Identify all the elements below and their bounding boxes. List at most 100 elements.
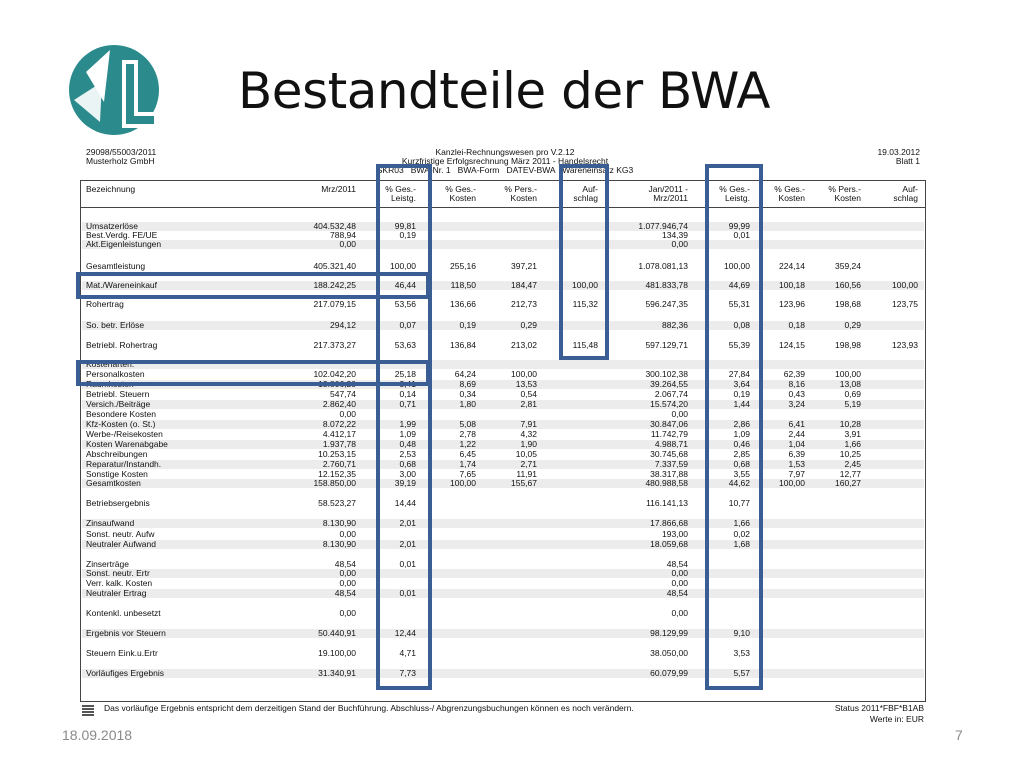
highlight-box [705, 164, 763, 690]
cell-value: 55,39 [728, 340, 750, 350]
cell-value: 13,08 [839, 379, 861, 389]
cell-value: 5,08 [459, 419, 476, 429]
doc-header-left: Musterholz GmbH [86, 156, 155, 166]
cell-value: 1,99 [399, 419, 416, 429]
row-label: Sonst. neutr. Aufw [86, 529, 155, 539]
column-header: schlag [573, 193, 598, 203]
slide-date: 18.09.2018 [62, 727, 133, 743]
row-label: Personalkosten [86, 369, 145, 379]
cell-value: 155,67 [511, 478, 537, 488]
cell-value: 0,43 [788, 389, 805, 399]
header-rule [80, 207, 926, 208]
cell-value: 1,80 [459, 399, 476, 409]
cell-value: 2,85 [733, 449, 750, 459]
cell-value: 48,54 [666, 559, 688, 569]
cell-value: 18.059,68 [650, 539, 688, 549]
cell-value: 55,31 [728, 299, 750, 309]
cell-value: 100,00 [450, 478, 476, 488]
cell-value: 31.340,91 [318, 668, 356, 678]
cell-value: 48,54 [334, 588, 356, 598]
cell-value: 58.523,27 [318, 498, 356, 508]
cell-value: 27,84 [728, 369, 750, 379]
cell-value: 17.866,68 [650, 518, 688, 528]
row-stripe [82, 589, 924, 598]
cell-value: 12,77 [839, 469, 861, 479]
row-label: Gesamtleistung [86, 261, 146, 271]
cell-value: 160,56 [835, 280, 861, 290]
cell-value: 213,02 [511, 340, 537, 350]
cell-value: 12.152,35 [318, 469, 356, 479]
cell-value: 100,18 [779, 280, 805, 290]
cell-value: 0,01 [399, 588, 416, 598]
cell-value: 0,29 [520, 320, 537, 330]
cell-value: 0,68 [399, 459, 416, 469]
cell-value: 3,55 [733, 469, 750, 479]
cell-value: 160,27 [835, 478, 861, 488]
row-label: Ergebnis vor Steuern [86, 628, 166, 638]
status: Status 2011*FBF*B1AB [834, 703, 924, 713]
cell-value: 100,00 [390, 261, 416, 271]
row-label: Kfz-Kosten (o. St.) [86, 419, 156, 429]
highlight-box [559, 164, 609, 360]
footer-note: Das vorläufige Ergebnis entspricht dem d… [104, 703, 634, 713]
cell-value: 124,15 [779, 340, 805, 350]
cell-value: 98.129,99 [650, 628, 688, 638]
cell-value: 0,46 [733, 439, 750, 449]
row-label: Neutraler Aufwand [86, 539, 156, 549]
column-header: % Ges.- [719, 184, 750, 194]
column-header: Bezeichnung [86, 184, 136, 194]
column-header: Kosten [778, 193, 805, 203]
cell-value: 9,10 [733, 628, 750, 638]
row-label: Reparatur/Instandh. [86, 459, 162, 469]
cell-value: 1,22 [459, 439, 476, 449]
cell-value: 15.574,20 [650, 399, 688, 409]
cell-value: 481.833,78 [645, 280, 688, 290]
cell-value: 0,29 [844, 320, 861, 330]
cell-value: 3,00 [399, 469, 416, 479]
cell-value: 184,47 [511, 280, 537, 290]
cell-value: 224,14 [779, 261, 805, 271]
cell-value: 8.130,90 [322, 518, 356, 528]
row-label: Betriebsergebnis [86, 498, 150, 508]
cell-value: 0,07 [399, 320, 416, 330]
cell-value: 158.850,00 [313, 478, 356, 488]
cell-value: 2,78 [459, 429, 476, 439]
row-label: Betriebl. Steuern [86, 389, 150, 399]
row-label: Umsatzerlöse [86, 221, 138, 231]
slide-title: Bestandteile der BWA [238, 62, 770, 120]
cell-value: 100,00 [724, 261, 750, 271]
cell-value: 123,96 [779, 299, 805, 309]
cell-value: 2,45 [844, 459, 861, 469]
cell-value: 198,98 [835, 340, 861, 350]
row-label: Zinsaufwand [86, 518, 135, 528]
cell-value: 4,71 [399, 648, 416, 658]
cell-value: 397,21 [511, 261, 537, 271]
cell-value: 2.862,40 [322, 399, 356, 409]
cell-value: 0,00 [339, 239, 356, 249]
cell-value: 7.337,59 [654, 459, 688, 469]
cell-value: 1.937,78 [322, 439, 356, 449]
row-stripe [82, 479, 924, 488]
cell-value: 116.141,13 [646, 498, 688, 508]
cell-value: 1,74 [459, 459, 476, 469]
cell-value: 0,34 [459, 389, 476, 399]
doc-header-center: Kanzlei-Rechnungswesen pro V.2.12 [435, 147, 575, 157]
row-label: Sonstige Kosten [86, 469, 148, 479]
row-label: Sonst. neutr. Ertr [86, 568, 150, 578]
cell-value: 100,00 [572, 280, 598, 290]
cell-value: 38.317,88 [650, 469, 688, 479]
doc-header-right: 19.03.2012 [877, 147, 920, 157]
row-stripe [82, 629, 924, 638]
row-label: Mat./Wareneinkauf [86, 280, 158, 290]
column-header: schlag [893, 193, 918, 203]
column-header: Kosten [510, 193, 537, 203]
cell-value: 0,02 [733, 529, 750, 539]
cell-value: 10.253,15 [318, 449, 356, 459]
cell-value: 30.745,68 [650, 449, 688, 459]
cell-value: 0,14 [399, 389, 416, 399]
row-stripe [82, 540, 924, 549]
row-stripe [82, 440, 924, 449]
cell-value: 405.321,40 [313, 261, 356, 271]
cell-value: 44,69 [728, 280, 750, 290]
cell-value: 53,56 [394, 299, 416, 309]
